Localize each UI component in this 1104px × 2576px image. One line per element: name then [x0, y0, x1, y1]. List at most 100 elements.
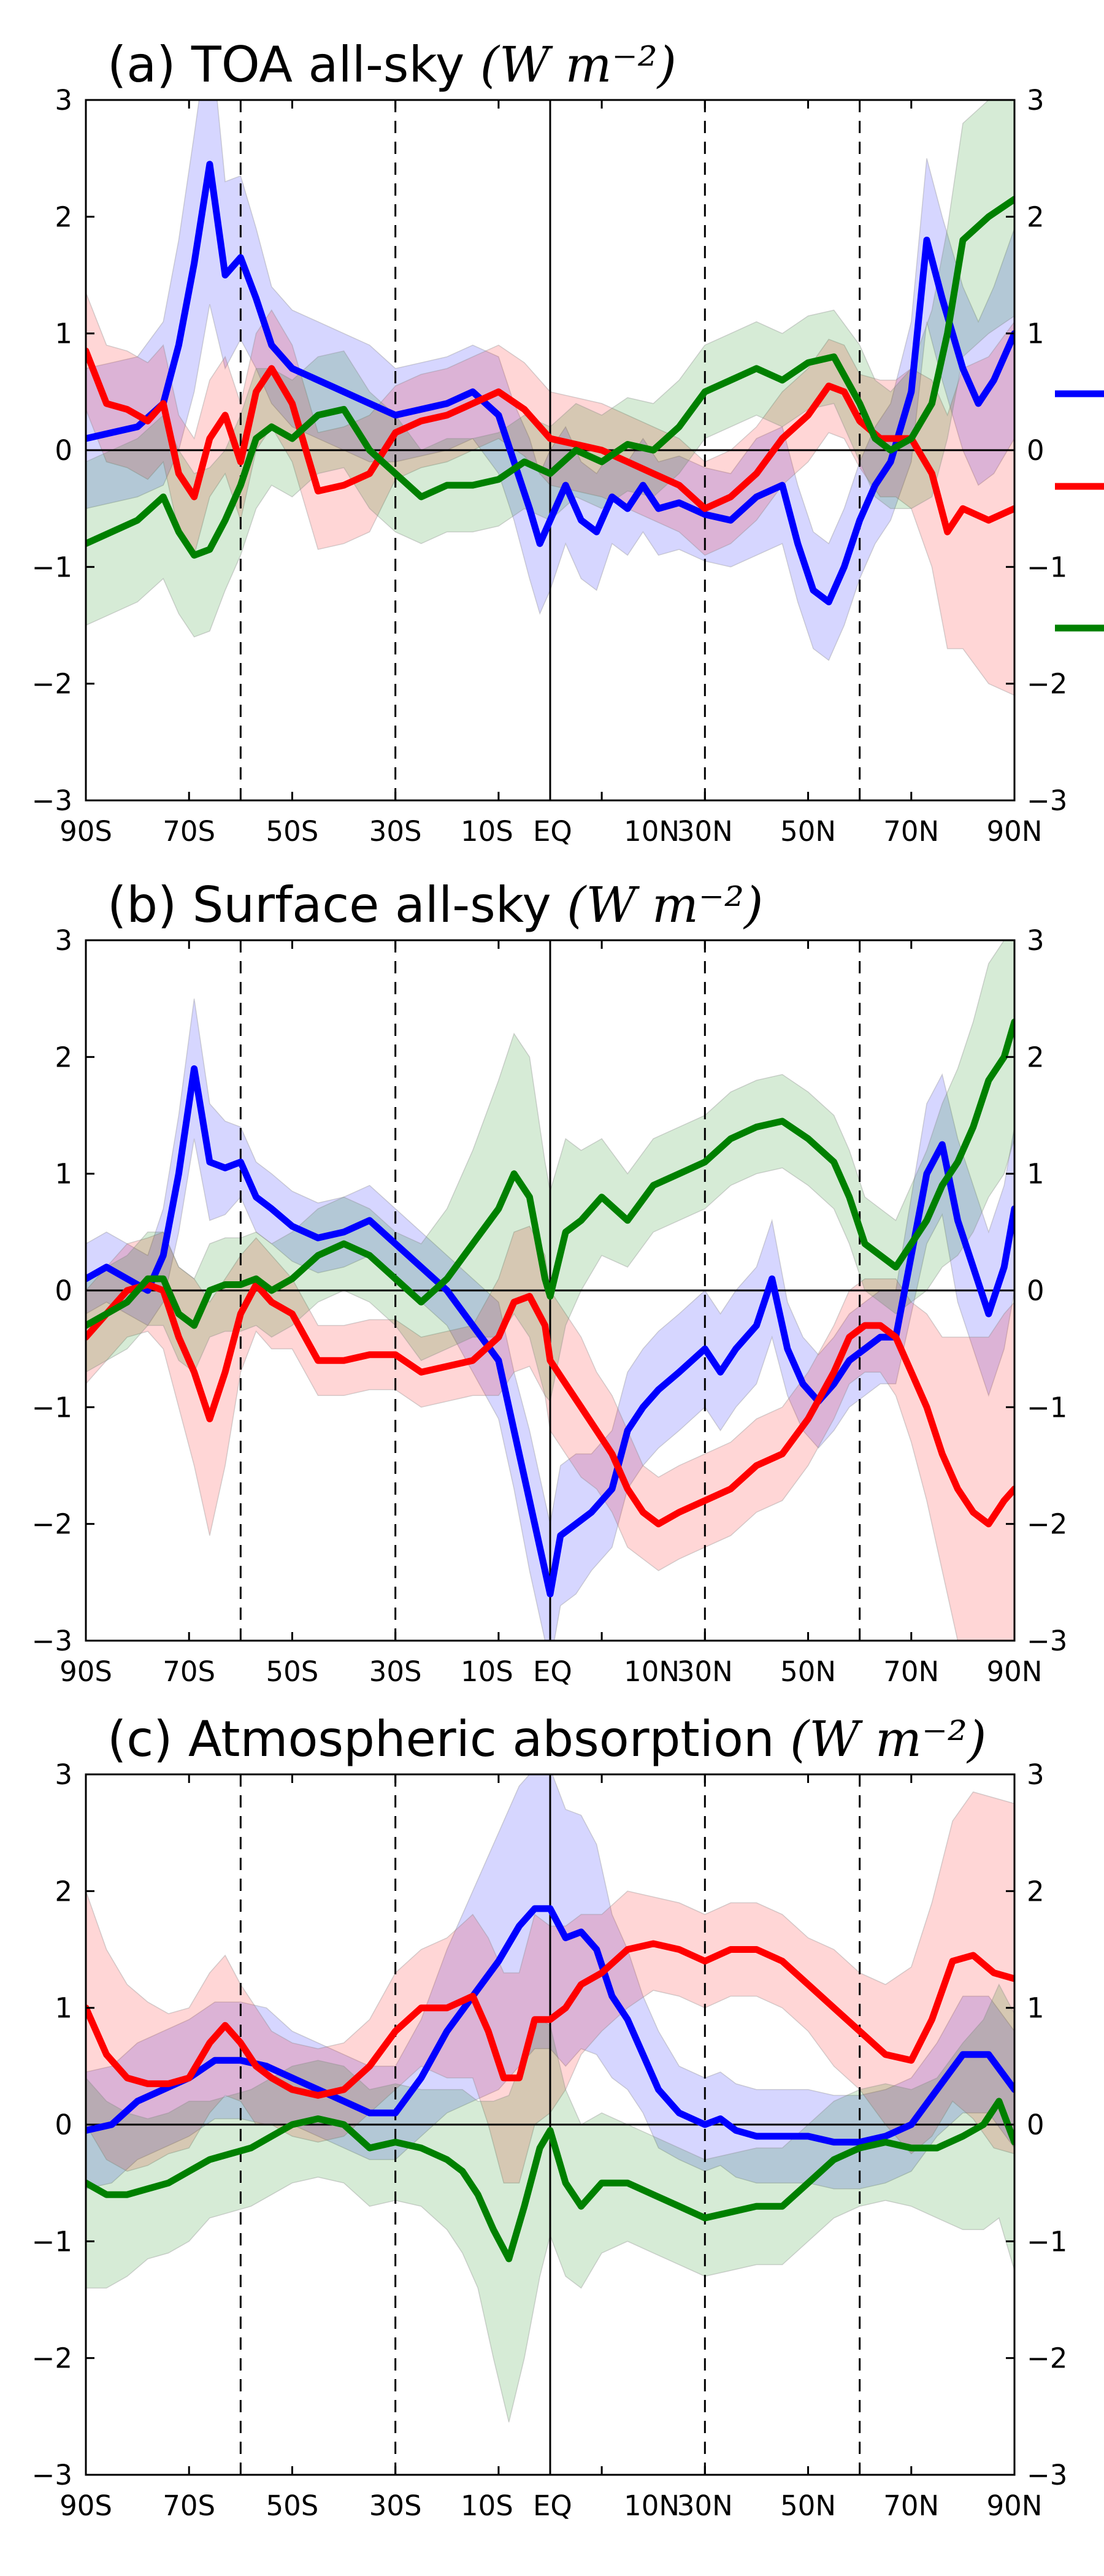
x-tick-label: EQ: [533, 2490, 572, 2522]
reference-lines: [86, 1774, 1014, 2475]
x-tick-label: 90N: [987, 815, 1043, 848]
x-tick-label: 50S: [266, 815, 319, 848]
y-tick-label: −3: [32, 1625, 72, 1657]
x-tick-label: 10N: [624, 2490, 680, 2522]
y-tick-label: 2: [55, 201, 72, 233]
y-tick-label: 0: [55, 2109, 72, 2141]
panel-title: (c) Atmospheric absorption (W m⁻²): [107, 1711, 986, 1768]
series-line-0: [86, 1065, 1014, 1598]
uncertainty-band-2: [86, 100, 1014, 638]
y-tick-label: 3: [55, 1758, 72, 1791]
y-tick-label-right: −2: [1027, 1508, 1067, 1541]
y-tick-label: −3: [32, 784, 72, 817]
y-tick-label-right: −2: [1027, 668, 1067, 700]
x-tick-label: 70N: [883, 1655, 939, 1688]
series-lines: [86, 1018, 1014, 1598]
axes: −3 −3 −2 −2 −1 −1 0 0 1 1 2 2 3 3 90S 70S 50S 30S 10S EQ 10N…: [32, 1758, 1068, 2522]
y-tick-label: −2: [32, 2342, 72, 2375]
x-tick-label: 70S: [163, 2490, 215, 2522]
axes: −3 −3 −2 −2 −1 −1 0 0 1 1 2 2 3 3 90S 70S 50S 30S 10S EQ 10N…: [32, 924, 1068, 1688]
y-tick-label: 0: [55, 434, 72, 467]
x-tick-label: 50S: [266, 2490, 319, 2522]
series-lines: [86, 1905, 1014, 2263]
series-line-0: [86, 1905, 1014, 2146]
series-lines: [86, 161, 1014, 605]
series-line-1: [86, 1940, 1014, 2099]
panel-b: (b) Surface all-sky (W m⁻²) −3 −3 −2 −2 −1 −1…: [32, 876, 1068, 1688]
y-tick-label: 2: [55, 1875, 72, 1907]
x-tick-label: 30N: [677, 1655, 733, 1688]
y-tick-label-right: 0: [1027, 434, 1045, 467]
x-tick-label: 50N: [780, 1655, 836, 1688]
x-tick-label: 10N: [624, 1655, 680, 1688]
x-tick-label: 90S: [59, 815, 112, 848]
y-tick-label-right: 1: [1027, 318, 1045, 350]
x-tick-label: 10N: [624, 815, 680, 848]
series-line-2: [86, 1018, 1014, 1329]
y-tick-label-right: 1: [1027, 1158, 1045, 1190]
series-line-2: [86, 196, 1014, 559]
y-tick-label-right: 1: [1027, 1992, 1045, 2025]
y-tick-label: −1: [32, 551, 72, 583]
series-line-2: [86, 2098, 1014, 2263]
series-line-0: [86, 161, 1014, 605]
x-tick-label: 50S: [266, 1655, 319, 1688]
x-tick-label: 90S: [59, 2490, 112, 2522]
y-tick-label: −3: [32, 2459, 72, 2491]
y-tick-label-right: 3: [1027, 1758, 1045, 1791]
x-tick-label: 90S: [59, 1655, 112, 1688]
y-tick-label: −2: [32, 668, 72, 700]
y-tick-label: 1: [55, 1992, 72, 2025]
y-tick-label: 2: [55, 1041, 72, 1073]
x-tick-label: 10S: [461, 1655, 513, 1688]
uncertainty-band-0: [86, 100, 1014, 661]
y-tick-label-right: 3: [1027, 924, 1045, 957]
panel-a: (a) TOA all-sky (W m⁻²) −3 −3 −2 −2 −1 −1 0 0 1 1…: [32, 36, 1068, 848]
x-tick-label: EQ: [533, 815, 572, 848]
x-tick-label: 30N: [677, 815, 733, 848]
uncertainty-bands: [86, 100, 1014, 696]
x-tick-label: 10S: [461, 815, 513, 848]
y-tick-label: 1: [55, 1158, 72, 1190]
panel-title: (b) Surface all-sky (W m⁻²): [107, 876, 763, 933]
uncertainty-band-1: [86, 292, 1014, 696]
x-tick-label: 70S: [163, 815, 215, 848]
x-tick-label: 30S: [369, 1655, 422, 1688]
y-tick-label-right: −3: [1027, 1625, 1067, 1657]
x-tick-label: EQ: [533, 1655, 572, 1688]
y-tick-label-right: −1: [1027, 1391, 1067, 1424]
x-tick-label: 90N: [987, 2490, 1043, 2522]
y-tick-label-right: −2: [1027, 2342, 1067, 2375]
y-tick-label-right: −3: [1027, 784, 1067, 817]
axes: −3 −3 −2 −2 −1 −1 0 0 1 1 2 2 3 3 90S 70S 50S 30S 10S EQ 10N…: [32, 84, 1068, 848]
x-tick-label: 30S: [369, 2490, 422, 2522]
uncertainty-band-2: [86, 940, 1014, 1403]
legend-stubs: [1055, 390, 1104, 632]
y-tick-label-right: 2: [1027, 1041, 1045, 1073]
y-tick-label: −1: [32, 1391, 72, 1424]
x-tick-label: 50N: [780, 2490, 836, 2522]
y-tick-label: 3: [55, 84, 72, 117]
y-tick-label-right: −1: [1027, 551, 1067, 583]
x-tick-label: 70N: [883, 815, 939, 848]
y-tick-label-right: 0: [1027, 2109, 1045, 2141]
y-tick-label-right: 3: [1027, 84, 1045, 117]
y-tick-label: −1: [32, 2225, 72, 2258]
panel-title: (a) TOA all-sky (W m⁻²): [107, 36, 677, 93]
y-tick-label: 3: [55, 924, 72, 957]
panel-c: (c) Atmospheric absorption (W m⁻²) −3 −3 −…: [32, 1711, 1068, 2522]
series-line-1: [86, 1281, 1014, 1528]
x-tick-label: 10S: [461, 2490, 513, 2522]
x-tick-label: 50N: [780, 815, 836, 848]
x-tick-label: 30N: [677, 2490, 733, 2522]
x-tick-label: 90N: [987, 1655, 1043, 1688]
y-tick-label: −2: [32, 1508, 72, 1541]
y-tick-label-right: −3: [1027, 2459, 1067, 2491]
y-tick-label-right: 0: [1027, 1275, 1045, 1307]
x-tick-label: 30S: [369, 815, 422, 848]
y-tick-label: 1: [55, 318, 72, 350]
y-tick-label-right: 2: [1027, 201, 1045, 233]
y-tick-label: 0: [55, 1275, 72, 1307]
x-tick-label: 70S: [163, 1655, 215, 1688]
